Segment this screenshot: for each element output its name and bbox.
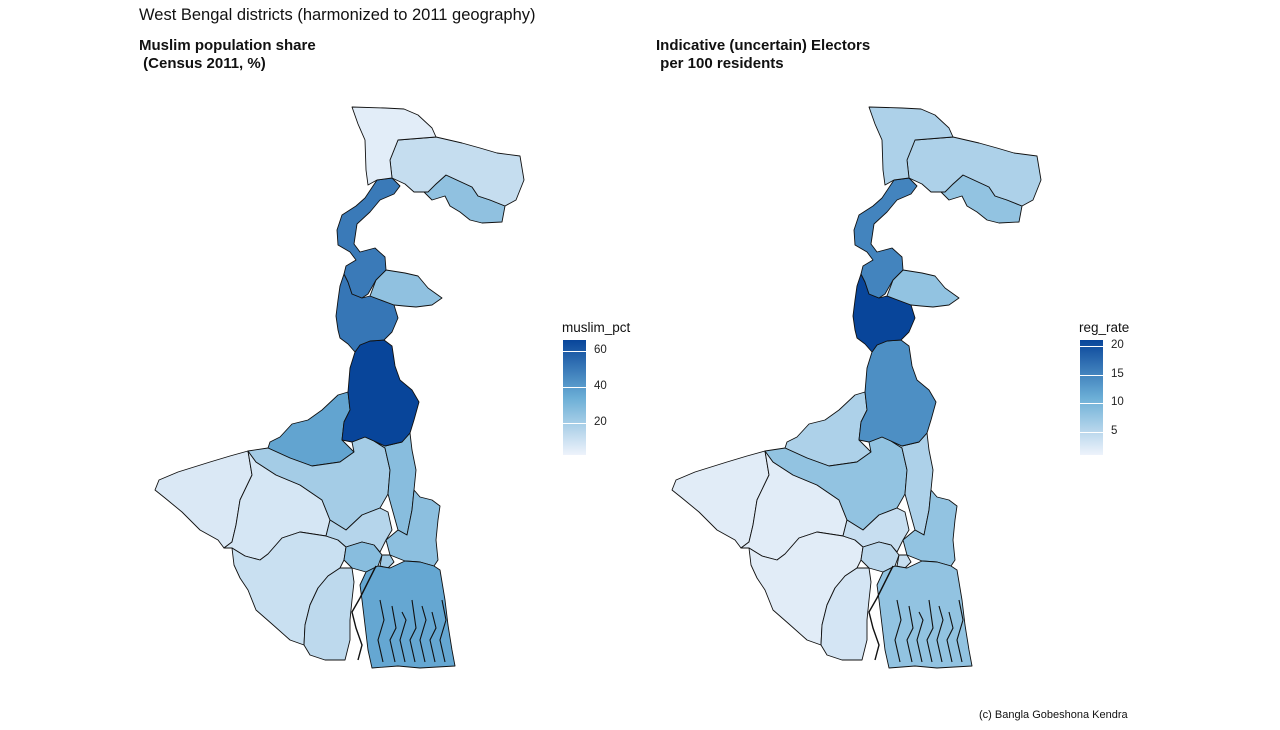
legend-colorbar-muslim-pct	[563, 340, 586, 455]
legend-tick-mark	[563, 387, 586, 388]
legend-tick-mark	[563, 423, 586, 424]
river-hooghly	[868, 565, 894, 661]
sundarbans-channels	[894, 599, 964, 663]
delta-channel	[946, 611, 954, 663]
river-hooghly	[351, 565, 377, 661]
district-hooghly	[842, 507, 910, 553]
legend-tick-label: 40	[594, 380, 607, 392]
district-north-24	[385, 489, 441, 567]
delta-channel	[439, 599, 447, 663]
district-south-24	[876, 560, 973, 669]
district-uttar-dinajpur	[853, 177, 918, 299]
district-south-24	[359, 560, 456, 669]
legend-tick-label: 15	[1111, 368, 1124, 380]
district-purba-medinipur	[820, 567, 872, 661]
delta-channel	[926, 599, 934, 663]
figure-title: West Bengal districts (harmonized to 201…	[139, 6, 536, 24]
map-electors	[671, 106, 1042, 669]
district-uttar-dinajpur	[336, 177, 401, 299]
map-muslim-share	[154, 106, 525, 669]
legend-title-reg-rate: reg_rate	[1079, 320, 1130, 335]
delta-channel	[409, 599, 417, 663]
district-north-24	[902, 489, 958, 567]
district-jalpaiguri	[389, 136, 525, 207]
legend-tick-mark	[563, 351, 586, 352]
legend-tick-mark	[1080, 403, 1103, 404]
district-kolkata	[379, 554, 395, 569]
legend-tick-mark	[1080, 375, 1103, 376]
legend-tick-mark	[1080, 346, 1103, 347]
delta-channel	[377, 599, 385, 663]
district-jalpaiguri	[906, 136, 1042, 207]
district-dakshin-dinajpur	[886, 269, 960, 308]
sundarbans-channels	[377, 599, 447, 663]
district-murshidabad	[341, 339, 420, 447]
legend-tick-label: 5	[1111, 425, 1118, 437]
delta-channel	[956, 599, 964, 663]
legend-colorbar-reg-rate	[1080, 340, 1103, 455]
district-dakshin-dinajpur	[369, 269, 443, 308]
legend-tick-label: 60	[594, 344, 607, 356]
delta-channel	[419, 605, 427, 663]
delta-channel	[429, 611, 437, 663]
district-darjeeling	[351, 106, 437, 186]
delta-channel	[936, 605, 944, 663]
district-kolkata	[896, 554, 912, 569]
delta-channel	[399, 611, 407, 663]
delta-channel	[906, 605, 914, 663]
delta-channel	[389, 605, 397, 663]
legend-tick-label: 20	[1111, 339, 1124, 351]
district-purba-medinipur	[303, 567, 355, 661]
district-hooghly	[325, 507, 393, 553]
panel-title-muslim-share: Muslim population share (Census 2011, %)	[139, 37, 316, 72]
legend-title-muslim-pct: muslim_pct	[562, 320, 631, 335]
district-darjeeling	[868, 106, 954, 186]
legend-tick-label: 20	[594, 416, 607, 428]
delta-channel	[894, 599, 902, 663]
district-murshidabad	[858, 339, 937, 447]
legend-tick-label: 10	[1111, 396, 1124, 408]
panel-title-electors: Indicative (uncertain) Electors per 100 …	[656, 37, 871, 72]
credit-text: (c) Bangla Gobeshona Kendra	[979, 709, 1128, 721]
delta-channel	[916, 611, 924, 663]
legend-tick-mark	[1080, 432, 1103, 433]
